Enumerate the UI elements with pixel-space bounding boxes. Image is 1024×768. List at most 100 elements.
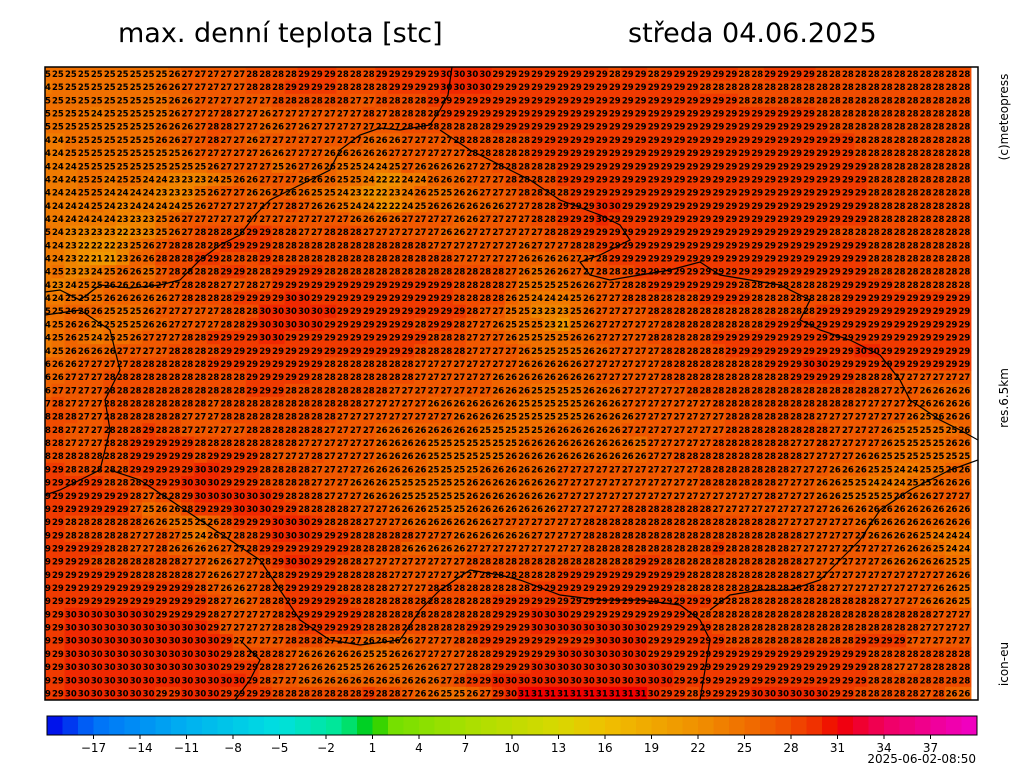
temperature-value: 28 bbox=[363, 83, 375, 93]
temperature-cell bbox=[64, 93, 78, 108]
temperature-value: 28 bbox=[868, 110, 880, 120]
temperature-value: 28 bbox=[920, 215, 932, 225]
temperature-value: 29 bbox=[803, 202, 815, 212]
temperature-value: 26 bbox=[194, 202, 206, 212]
temperature-value: 29 bbox=[687, 202, 699, 212]
temperature-cell bbox=[854, 80, 868, 95]
temperature-value: 29 bbox=[661, 241, 673, 251]
temperature-value: 28 bbox=[946, 189, 958, 199]
temperature-value: 25 bbox=[143, 136, 155, 146]
temperature-value: 29 bbox=[687, 136, 699, 146]
temperature-value: 25 bbox=[130, 136, 142, 146]
temperature-value: 27 bbox=[596, 320, 608, 330]
temperature-value: 29 bbox=[505, 83, 517, 93]
temperature-cell bbox=[245, 67, 260, 82]
temperature-value: 28 bbox=[220, 228, 232, 238]
temperature-value: 29 bbox=[596, 175, 608, 185]
temperature-value: 25 bbox=[91, 281, 103, 291]
temperature-cell bbox=[310, 120, 324, 134]
temperature-value: 29 bbox=[337, 347, 349, 357]
temperature-value: 26 bbox=[156, 123, 168, 133]
temperature-value: 28 bbox=[738, 281, 750, 291]
temperature-value: 29 bbox=[596, 136, 608, 146]
temperature-value: 29 bbox=[816, 215, 828, 225]
temperature-cell bbox=[452, 133, 467, 147]
temperature-value: 28 bbox=[531, 175, 543, 185]
temperature-cell bbox=[90, 106, 104, 121]
temperature-value: 27 bbox=[389, 228, 401, 238]
temperature-value: 28 bbox=[738, 96, 750, 106]
temperature-value: 27 bbox=[156, 334, 168, 344]
temperature-value: 27 bbox=[622, 334, 634, 344]
temperature-cell bbox=[155, 67, 169, 82]
temperature-value: 26 bbox=[246, 175, 258, 185]
temperature-value: 28 bbox=[725, 320, 737, 330]
temperature-cell bbox=[349, 67, 363, 82]
temperature-value: 26 bbox=[531, 255, 543, 265]
temperature-value: 23 bbox=[117, 202, 129, 212]
temperature-value: 28 bbox=[920, 228, 932, 238]
temperature-value: 26 bbox=[466, 202, 478, 212]
temperature-value: 29 bbox=[738, 110, 750, 120]
temperature-value: 27 bbox=[428, 136, 440, 146]
temperature-value: 27 bbox=[466, 241, 478, 251]
temperature-value: 28 bbox=[933, 123, 945, 133]
temperature-cell bbox=[271, 120, 286, 134]
temperature-value: 29 bbox=[233, 347, 245, 357]
temperature-value: 27 bbox=[492, 334, 504, 344]
temperature-value: 28 bbox=[959, 162, 971, 172]
temperature-value: 27 bbox=[194, 96, 206, 106]
temperature-cell bbox=[776, 93, 791, 108]
temperature-cell bbox=[893, 93, 907, 108]
temperature-value: 29 bbox=[648, 255, 660, 265]
temperature-value: 29 bbox=[518, 96, 530, 106]
temperature-value: 28 bbox=[790, 307, 802, 317]
temperature-value: 29 bbox=[389, 70, 401, 80]
temperature-value: 26 bbox=[117, 268, 129, 278]
temperature-cell bbox=[763, 120, 778, 134]
temperature-cell bbox=[193, 133, 208, 147]
temperature-cell bbox=[465, 120, 480, 134]
temperature-value: 28 bbox=[583, 241, 595, 251]
temperature-cell bbox=[608, 93, 622, 108]
temperature-value: 28 bbox=[712, 83, 724, 93]
temperature-value: 24 bbox=[65, 175, 77, 185]
temperature-value: 29 bbox=[415, 334, 427, 344]
temperature-value: 26 bbox=[518, 268, 530, 278]
temperature-value: 28 bbox=[376, 255, 388, 265]
temperature-value: 25 bbox=[350, 175, 362, 185]
temperature-value: 28 bbox=[479, 136, 491, 146]
temperature-value: 29 bbox=[700, 215, 712, 225]
temperature-value: 29 bbox=[674, 268, 686, 278]
temperature-value: 29 bbox=[570, 189, 582, 199]
temperature-value: 29 bbox=[751, 123, 763, 133]
temperature-value: 28 bbox=[738, 320, 750, 330]
temperature-value: 28 bbox=[868, 96, 880, 106]
temperature-cell bbox=[90, 67, 104, 82]
temperature-value: 28 bbox=[959, 281, 971, 291]
temperature-value: 29 bbox=[790, 175, 802, 185]
temperature-value: 28 bbox=[259, 83, 271, 93]
temperature-value: 29 bbox=[712, 136, 724, 146]
temperature-value: 29 bbox=[544, 83, 556, 93]
temperature-value: 27 bbox=[466, 334, 478, 344]
temperature-value: 28 bbox=[194, 347, 206, 357]
temperature-value: 29 bbox=[661, 162, 673, 172]
temperature-value: 28 bbox=[881, 110, 893, 120]
temperature-value: 29 bbox=[285, 83, 297, 93]
temperature-cell bbox=[155, 133, 169, 147]
temperature-value: 26 bbox=[441, 175, 453, 185]
temperature-cell bbox=[310, 106, 324, 121]
temperature-value: 27 bbox=[259, 202, 271, 212]
temperature-cell bbox=[608, 120, 622, 134]
temperature-value: 24 bbox=[65, 189, 77, 199]
temperature-value: 28 bbox=[453, 268, 465, 278]
temperature-value: 28 bbox=[946, 281, 958, 291]
temperature-cell bbox=[957, 120, 972, 134]
temperature-value: 24 bbox=[91, 334, 103, 344]
temperature-value: 27 bbox=[220, 83, 232, 93]
temperature-value: 27 bbox=[492, 175, 504, 185]
temperature-cell bbox=[802, 120, 817, 134]
temperature-value: 25 bbox=[52, 110, 64, 120]
temperature-value: 25 bbox=[78, 334, 90, 344]
